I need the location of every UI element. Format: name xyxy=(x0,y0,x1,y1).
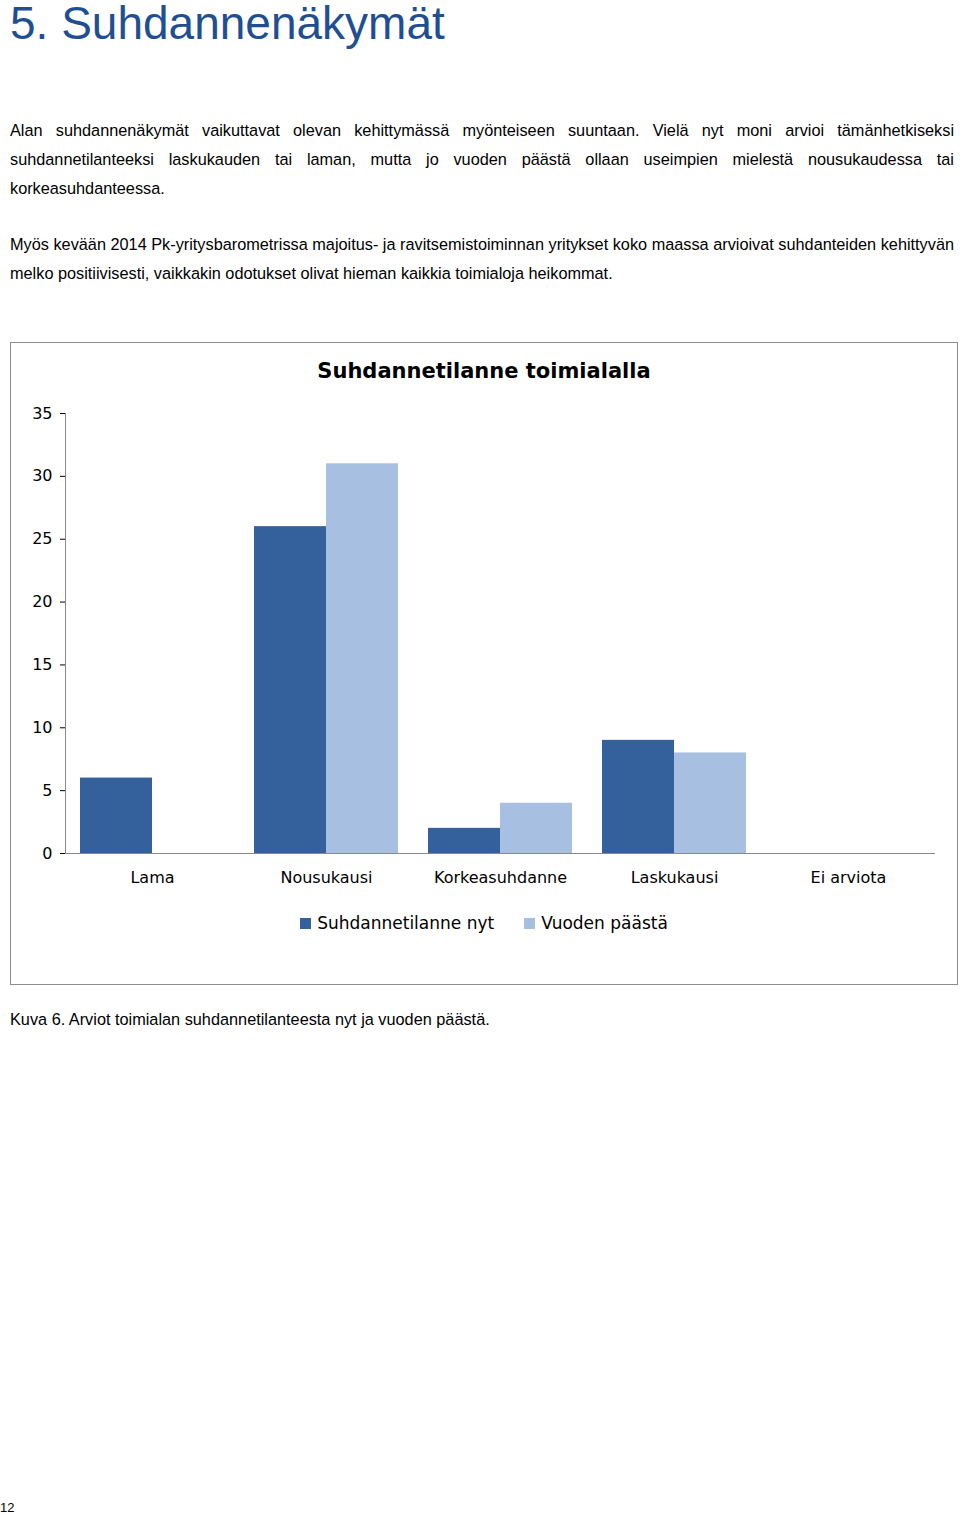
html-text:12: 12 xyxy=(0,1500,15,1515)
svg-text:15: 15 xyxy=(32,655,52,674)
svg-text:Ei arviota: Ei arviota xyxy=(811,868,887,887)
html-text:Myös kevään 2014 Pk-yritysbaro: Myös kevään 2014 Pk-yritysbarometrissa m… xyxy=(10,235,954,282)
svg-text:35: 35 xyxy=(32,404,52,423)
svg-text:Nousukausi: Nousukausi xyxy=(280,868,372,887)
html-text:Suhdannetilanne nyt: Suhdannetilanne nyt xyxy=(317,913,495,933)
svg-text:25: 25 xyxy=(32,529,52,548)
html-text:Vuoden päästä: Vuoden päästä xyxy=(541,913,668,933)
svg-text:Lama: Lama xyxy=(130,868,174,887)
html-text:Suhdannetilanne toimialalla: Suhdannetilanne toimialalla xyxy=(317,359,651,383)
svg-text:Korkeasuhdanne: Korkeasuhdanne xyxy=(434,868,567,887)
html-text:Kuva 6. Arviot toimialan suhda: Kuva 6. Arviot toimialan suhdannetilante… xyxy=(10,1010,490,1028)
svg-text:10: 10 xyxy=(32,718,52,737)
html-text:Alan suhdannenäkymät vaikuttav: Alan suhdannenäkymät vaikuttavat olevan … xyxy=(10,121,954,197)
svg-text:0: 0 xyxy=(42,844,52,863)
svg-text:Laskukausi: Laskukausi xyxy=(631,868,719,887)
svg-text:20: 20 xyxy=(32,592,52,611)
svg-text:5: 5 xyxy=(42,781,52,800)
svg-text:30: 30 xyxy=(32,466,52,485)
